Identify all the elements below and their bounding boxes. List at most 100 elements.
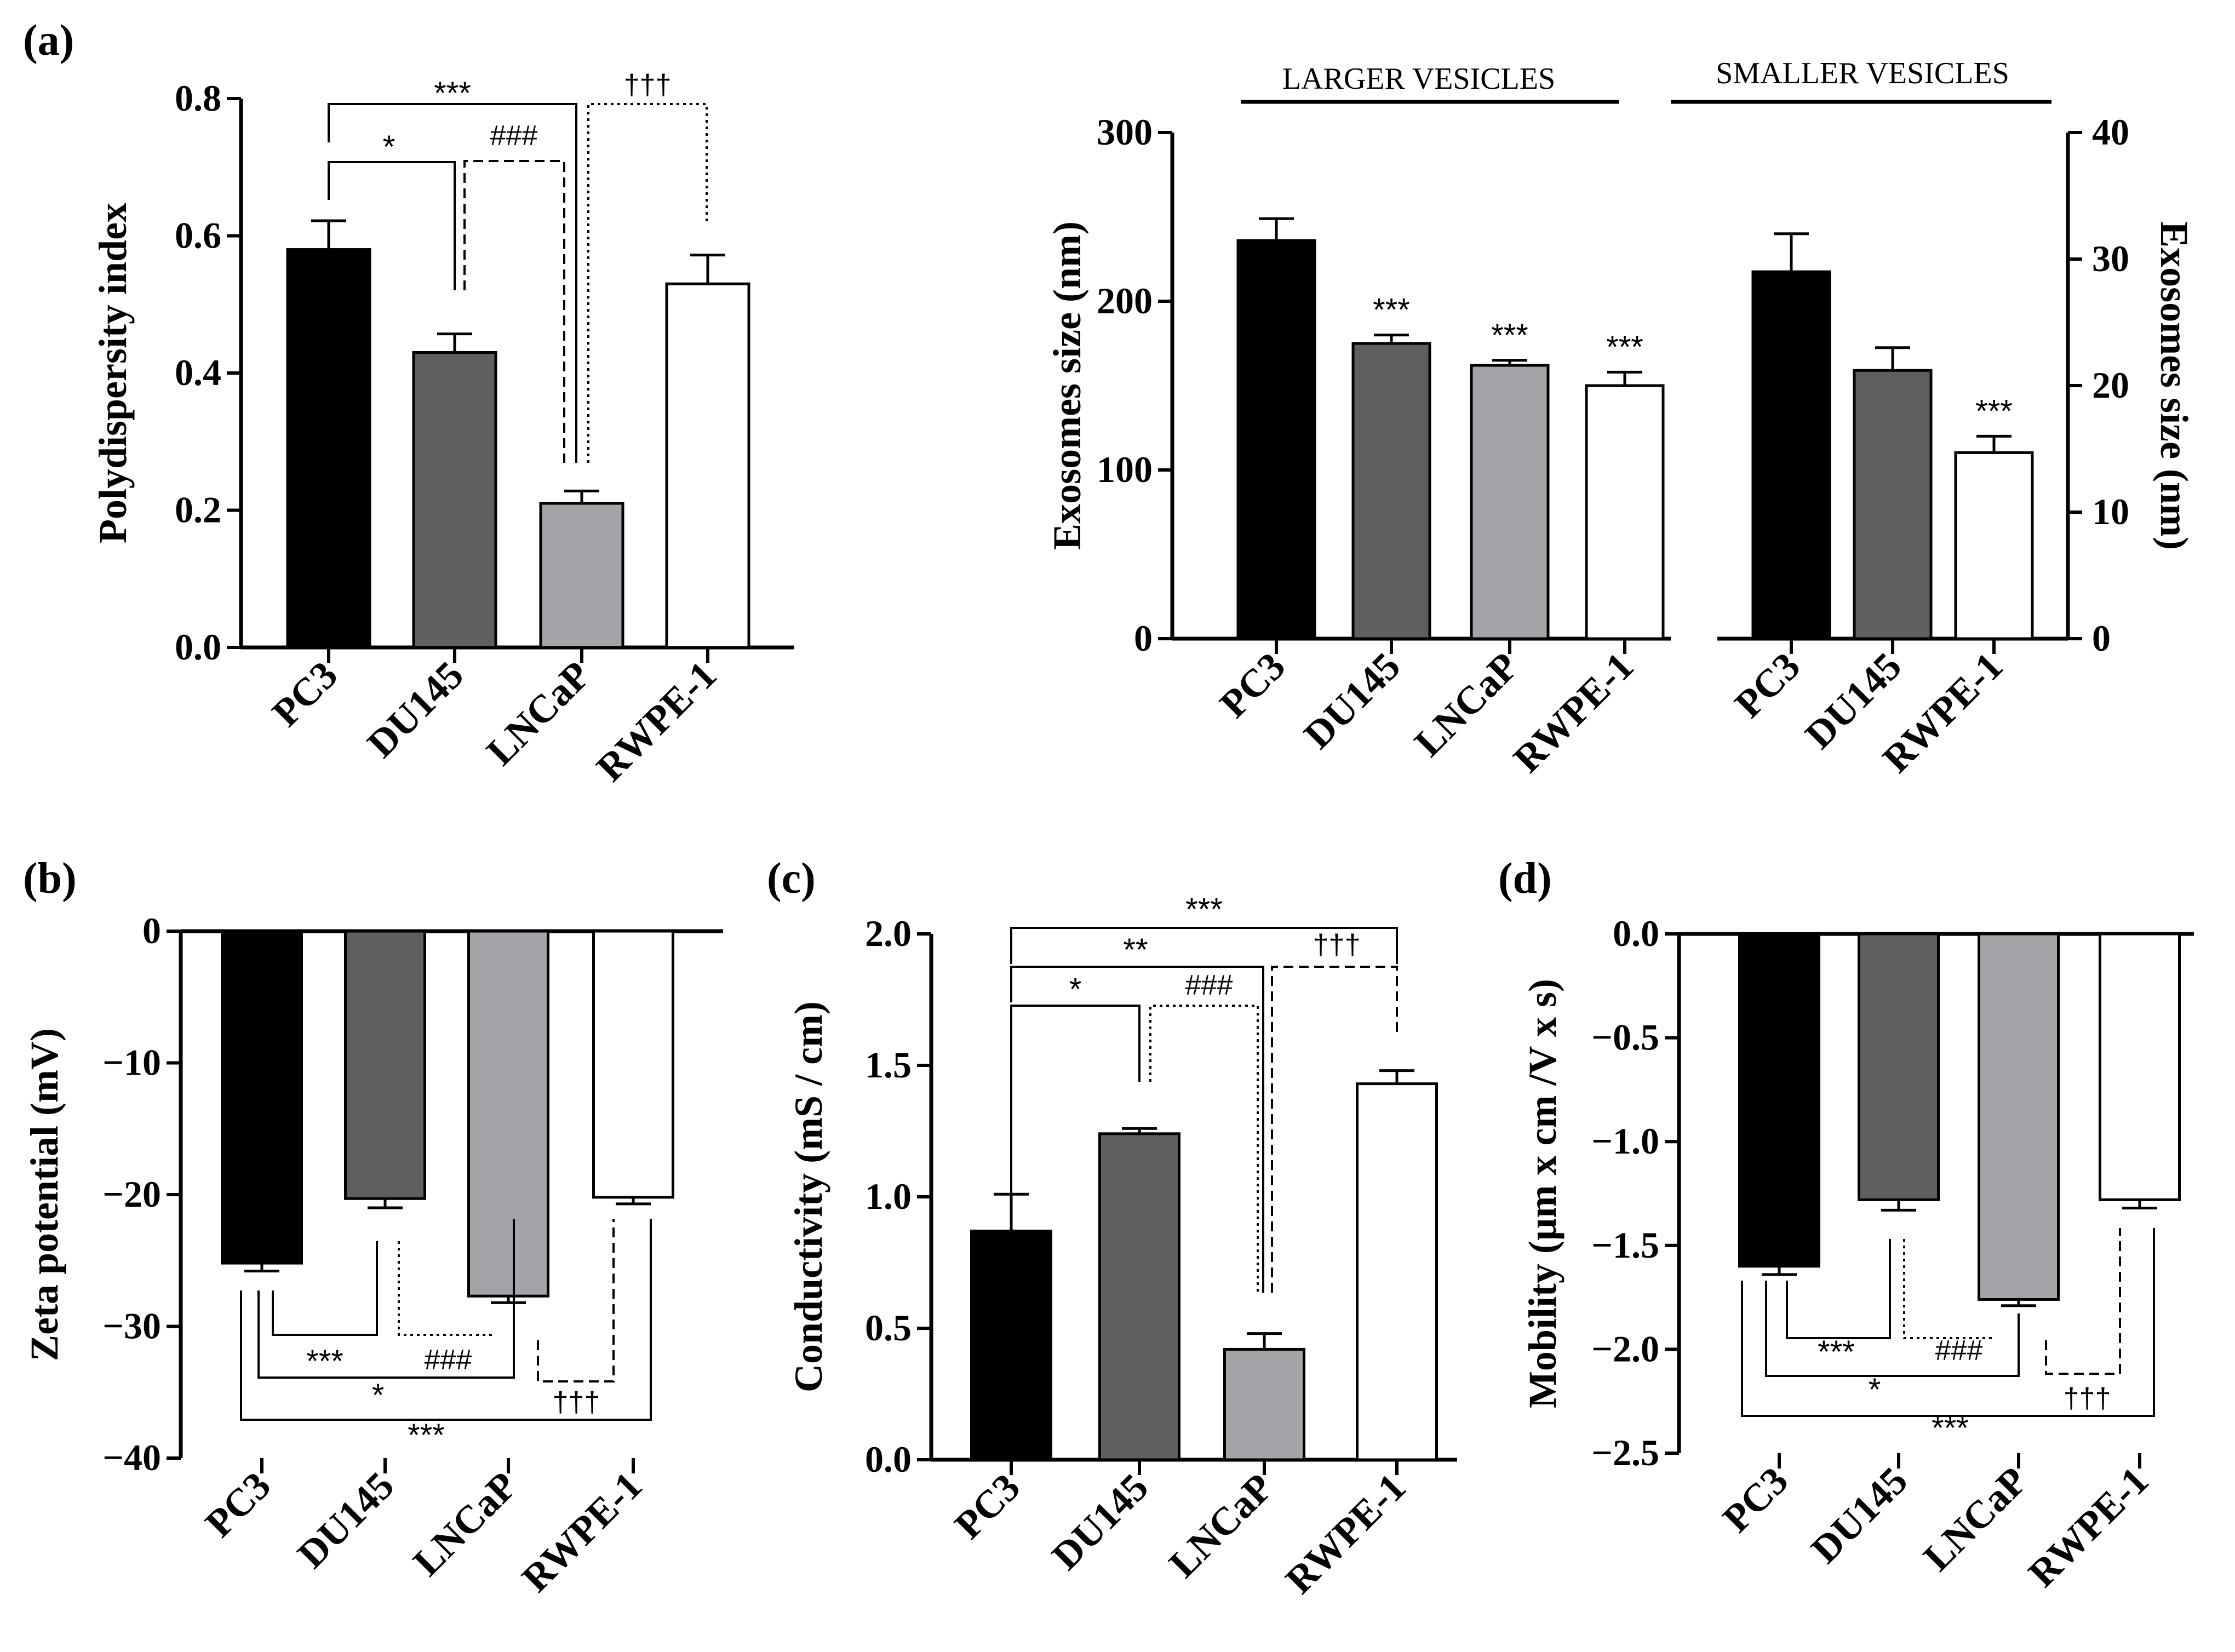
bar-pc3 bbox=[221, 930, 303, 1265]
sig-label: *** bbox=[1932, 1410, 1969, 1446]
y-tick-label: 1.0 bbox=[865, 1175, 912, 1217]
y-tick-label: 300 bbox=[1097, 111, 1153, 153]
x-tick-label: PC3 bbox=[1211, 644, 1293, 726]
bar-lncap bbox=[539, 502, 624, 649]
x-tick-label: RWPE-1 bbox=[588, 653, 725, 790]
panel-label-c: (c) bbox=[767, 854, 816, 903]
sig-label: ††† bbox=[624, 69, 672, 101]
x-tick-label: DU145 bbox=[289, 1464, 402, 1576]
sig-bracket bbox=[537, 1219, 615, 1383]
sig-bracket bbox=[1271, 966, 1398, 1293]
panel-label-d: (d) bbox=[1498, 854, 1552, 903]
bar-du145 bbox=[1098, 1132, 1180, 1461]
sig-label: *** bbox=[1606, 329, 1643, 365]
sig-bracket bbox=[272, 1241, 378, 1336]
x-tick-label: LNCaP bbox=[1915, 1459, 2036, 1580]
y-axis-title: Mobility (µm x cm /V x s) bbox=[1521, 979, 1565, 1408]
x-tick-label: RWPE-1 bbox=[1505, 644, 1642, 781]
y-tick-label: −10 bbox=[102, 1042, 161, 1083]
y-axis-title-right: Exosomes size (nm) bbox=[2152, 221, 2196, 550]
bar-rwpe-1 bbox=[1585, 384, 1665, 640]
sig-label: ††† bbox=[553, 1386, 600, 1418]
sig-bracket bbox=[1786, 1239, 1891, 1339]
sig-label: ### bbox=[1185, 970, 1233, 1001]
x-tick-label: DU145 bbox=[1044, 1465, 1156, 1578]
y-tick-label: 0 bbox=[142, 910, 161, 951]
chart-conductivity: 0.0 0.5 1.0 1.5 2.0 Conductivity (mS / cm) PC3… bbox=[787, 892, 1457, 1602]
y-axis-title: Zeta potential (mV) bbox=[22, 1028, 66, 1361]
bar-lncap bbox=[1978, 932, 2060, 1301]
sig-label: *** bbox=[408, 1418, 445, 1453]
x-tick-label: LNCaP bbox=[1161, 1465, 1282, 1586]
bar-pc3 bbox=[970, 1229, 1052, 1461]
x-tick-label: PC3 bbox=[197, 1464, 279, 1546]
x-tick-label: DU145 bbox=[1803, 1459, 1916, 1571]
y-tick-label: 2.0 bbox=[865, 913, 912, 954]
x-tick-label: PC3 bbox=[263, 653, 346, 735]
bar-lncap bbox=[1223, 1347, 1305, 1461]
group-title: SMALLER VESICLES bbox=[1716, 56, 2009, 90]
x-tick-label: RWPE-1 bbox=[2020, 1459, 2157, 1596]
sig-bracket bbox=[398, 1241, 496, 1336]
bar-du145 bbox=[1858, 932, 1940, 1201]
sig-label: *** bbox=[1491, 318, 1528, 353]
panel-label-a: (a) bbox=[23, 16, 74, 65]
y-tick-label: −0.5 bbox=[1591, 1017, 1659, 1058]
y-tick-label: 0.0 bbox=[1613, 913, 1659, 954]
y-tick-label: −30 bbox=[102, 1305, 161, 1347]
chart-polydispersity: 0.0 0.2 0.4 0.6 0.8 Polydispersity index PC3 DU… bbox=[91, 69, 794, 790]
x-tick-label: PC3 bbox=[1714, 1459, 1796, 1541]
y-tick-label: 0.4 bbox=[175, 352, 221, 393]
sig-label: *** bbox=[1373, 292, 1410, 328]
sig-bracket bbox=[1010, 927, 1398, 964]
sig-label: ### bbox=[425, 1344, 472, 1376]
sig-label: ### bbox=[490, 120, 538, 152]
sig-bracket bbox=[240, 1219, 652, 1421]
x-tick-label: LNCaP bbox=[405, 1464, 526, 1585]
y-tick-label: 0 bbox=[1134, 617, 1153, 659]
sig-label: *** bbox=[1818, 1334, 1855, 1370]
y-tick-label-right: 30 bbox=[2092, 238, 2129, 279]
y-tick-label-right: 0 bbox=[2092, 617, 2111, 659]
y-tick-label: 0.0 bbox=[865, 1438, 912, 1480]
y-tick-label: −40 bbox=[102, 1437, 161, 1478]
bar-du145 bbox=[412, 351, 497, 649]
bar-pc3 bbox=[286, 248, 371, 649]
y-tick-label: 0.5 bbox=[865, 1307, 912, 1349]
y-tick-label: −2.5 bbox=[1591, 1432, 1659, 1473]
bar-rwpe-1 bbox=[665, 282, 750, 649]
x-tick-label: DU145 bbox=[359, 653, 472, 766]
sig-bracket bbox=[1741, 1228, 2155, 1417]
sig-label: * bbox=[383, 129, 396, 165]
y-tick-label: −2.0 bbox=[1591, 1328, 1659, 1369]
sig-label: ### bbox=[1935, 1335, 1983, 1367]
sig-label: *** bbox=[306, 1344, 343, 1379]
x-tick-label: RWPE-1 bbox=[513, 1464, 650, 1601]
sig-label: ** bbox=[1123, 932, 1148, 968]
y-tick-label: 1.5 bbox=[865, 1044, 912, 1086]
sig-bracket bbox=[1765, 1281, 2020, 1377]
sig-bracket bbox=[257, 1219, 515, 1379]
sig-bracket bbox=[328, 161, 456, 290]
sig-bracket bbox=[463, 160, 565, 463]
y-tick-label: −1.5 bbox=[1591, 1224, 1659, 1266]
sig-bracket bbox=[1010, 1005, 1141, 1202]
x-tick-label: PC3 bbox=[1726, 644, 1808, 726]
bar-pc3 bbox=[1236, 239, 1316, 640]
y-tick-label: −1.0 bbox=[1591, 1120, 1659, 1162]
sig-label: * bbox=[1069, 972, 1082, 1007]
sig-label: *** bbox=[1975, 393, 2013, 429]
y-tick-label: −20 bbox=[102, 1173, 161, 1215]
bar-pc3 bbox=[1738, 932, 1820, 1268]
bar-rwpe-1 bbox=[1356, 1082, 1438, 1461]
y-tick-label: 0.0 bbox=[175, 626, 221, 668]
bar-lncap bbox=[467, 930, 549, 1298]
x-tick-label: LNCaP bbox=[478, 653, 599, 774]
x-tick-label: DU145 bbox=[1296, 644, 1408, 757]
y-axis-title: Exosomes size (nm) bbox=[1045, 221, 1089, 550]
y-tick-label-right: 10 bbox=[2092, 491, 2129, 532]
y-tick-label: 0.8 bbox=[175, 77, 221, 119]
y-tick-label-right: 20 bbox=[2092, 364, 2129, 406]
sig-label: * bbox=[1869, 1372, 1881, 1408]
